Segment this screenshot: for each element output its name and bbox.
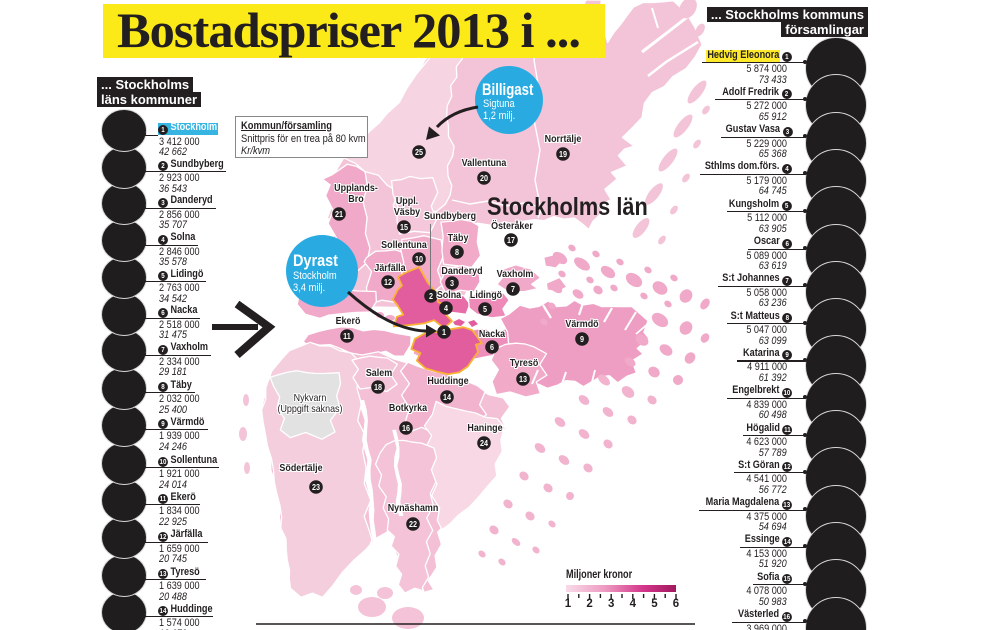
svg-text:25: 25 bbox=[415, 147, 424, 157]
svg-text:11: 11 bbox=[343, 331, 351, 341]
svg-text:16: 16 bbox=[402, 423, 411, 433]
svg-text:5: 5 bbox=[483, 304, 488, 314]
svg-text:21: 21 bbox=[335, 209, 344, 219]
svg-text:17: 17 bbox=[507, 235, 516, 245]
svg-text:23: 23 bbox=[312, 482, 321, 492]
svg-text:18: 18 bbox=[374, 382, 383, 392]
svg-text:14: 14 bbox=[443, 392, 452, 402]
svg-text:2: 2 bbox=[429, 291, 434, 301]
svg-text:7: 7 bbox=[511, 284, 516, 294]
svg-text:12: 12 bbox=[384, 277, 393, 287]
svg-text:10: 10 bbox=[415, 254, 424, 264]
svg-text:22: 22 bbox=[409, 519, 418, 529]
svg-text:24: 24 bbox=[480, 438, 489, 448]
svg-text:8: 8 bbox=[455, 247, 460, 257]
svg-text:1: 1 bbox=[442, 327, 447, 337]
svg-text:15: 15 bbox=[400, 222, 409, 232]
svg-text:4: 4 bbox=[444, 303, 449, 313]
svg-text:6: 6 bbox=[490, 342, 495, 352]
svg-text:20: 20 bbox=[480, 173, 489, 183]
svg-text:13: 13 bbox=[519, 374, 528, 384]
svg-text:9: 9 bbox=[580, 334, 585, 344]
svg-text:19: 19 bbox=[559, 149, 568, 159]
svg-text:3: 3 bbox=[450, 278, 455, 288]
